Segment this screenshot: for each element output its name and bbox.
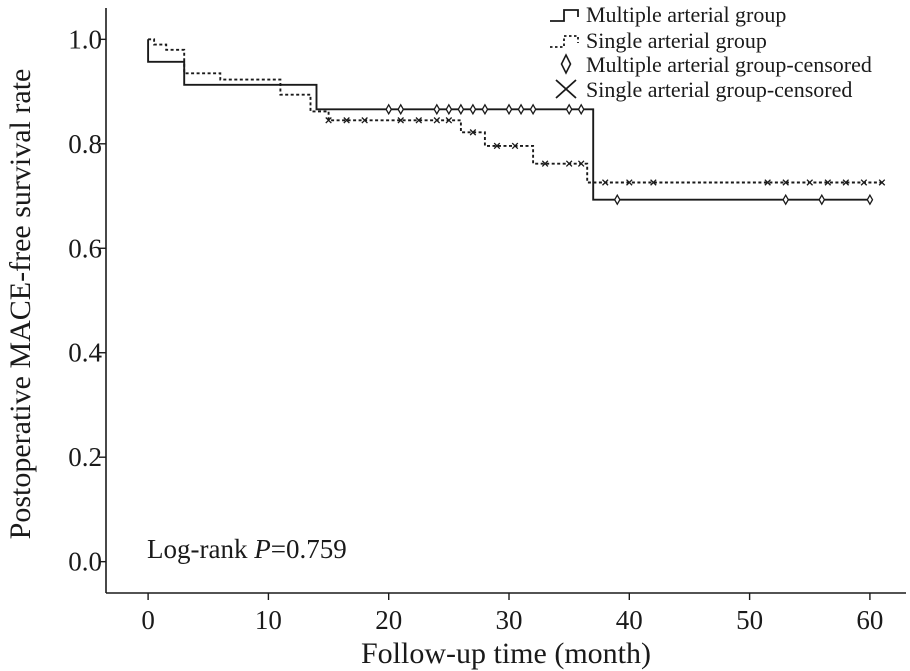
y-tick-label: 0.4 (68, 338, 102, 368)
censor-marker-multiple (505, 103, 513, 116)
legend-label-multiple-censored: Multiple arterial group-censored (586, 52, 872, 77)
censor-marker-single (764, 179, 771, 186)
censor-layer (325, 103, 886, 206)
censor-marker-single (493, 142, 501, 150)
legend: Multiple arterial group Single arterial … (550, 2, 872, 102)
censor-marker-multiple (517, 103, 525, 116)
legend-marker-x (555, 79, 577, 99)
censor-marker-single (565, 160, 573, 167)
x-tick-label: 50 (736, 605, 763, 635)
censor-marker-single (325, 117, 332, 124)
legend-marker-diamond (560, 53, 572, 75)
censor-marker-multiple (481, 103, 489, 116)
y-tick-label: 1.0 (68, 24, 102, 54)
censor-marker-single (511, 142, 519, 150)
series-layer (147, 38, 882, 201)
censor-marker-multiple (433, 103, 441, 116)
log-rank-prefix: Log-rank (147, 534, 254, 564)
censor-marker-multiple (866, 193, 874, 206)
censor-marker-multiple (613, 193, 621, 206)
censor-marker-multiple (397, 103, 405, 116)
axes: 0 10 20 30 40 50 60 0.0 0.2 0.4 0.6 0.8 1.0 (68, 8, 906, 635)
x-ticks: 0 10 20 30 40 50 60 (141, 593, 883, 635)
log-rank-annotation: Log-rank P=0.759 (147, 534, 347, 564)
x-axis-label: Follow-up time (month) (361, 637, 651, 670)
censor-marker-multiple (529, 103, 537, 116)
censor-marker-single (601, 179, 609, 186)
legend-swatch-multiple (550, 9, 579, 22)
censor-marker-single (343, 117, 350, 124)
x-tick-label: 0 (141, 605, 155, 635)
censor-marker-single (806, 179, 814, 186)
x-tick-label: 60 (856, 605, 883, 635)
y-tick-label: 0.0 (68, 547, 102, 577)
censor-marker-single (397, 117, 404, 124)
log-rank-value: =0.759 (271, 534, 347, 564)
censor-marker-multiple (457, 103, 465, 116)
log-rank-p: P (253, 534, 271, 564)
censor-marker-single (824, 179, 832, 186)
censor-marker-single (860, 179, 868, 186)
censor-marker-single (842, 179, 850, 186)
y-tick-label: 0.8 (68, 129, 102, 159)
series-line-multiple (147, 39, 870, 201)
censor-marker-single (626, 179, 633, 186)
censor-marker-single (878, 179, 886, 186)
legend-label-multiple: Multiple arterial group (586, 2, 786, 27)
y-ticks: 0.0 0.2 0.4 0.6 0.8 1.0 (68, 24, 106, 577)
censor-marker-single (445, 117, 453, 124)
censor-marker-multiple (385, 103, 393, 116)
censor-marker-multiple (469, 103, 477, 116)
censor-marker-multiple (565, 103, 573, 116)
x-tick-label: 40 (616, 605, 643, 635)
legend-label-single: Single arterial group (586, 28, 767, 53)
censor-marker-single (577, 160, 585, 167)
censor-marker-multiple (782, 193, 790, 206)
censor-marker-single (782, 179, 789, 186)
censor-marker-single (415, 117, 423, 124)
legend-swatch-single (550, 35, 579, 48)
y-tick-label: 0.2 (68, 442, 102, 472)
censor-marker-single (469, 129, 477, 136)
x-tick-label: 10 (255, 605, 282, 635)
censor-marker-single (650, 179, 657, 186)
censor-marker-multiple (818, 193, 826, 206)
censor-marker-single (433, 117, 441, 124)
censor-marker-multiple (445, 103, 453, 116)
x-tick-label: 20 (375, 605, 402, 635)
series-line-single (148, 38, 882, 184)
x-tick-label: 30 (496, 605, 523, 635)
censor-marker-single (361, 117, 368, 124)
y-axis-label: Postoperative MACE-free survival rate (4, 69, 37, 540)
censor-marker-multiple (577, 103, 585, 116)
censor-marker-single (541, 160, 549, 167)
legend-label-single-censored: Single arterial group-censored (586, 77, 852, 102)
y-tick-label: 0.6 (68, 233, 102, 263)
